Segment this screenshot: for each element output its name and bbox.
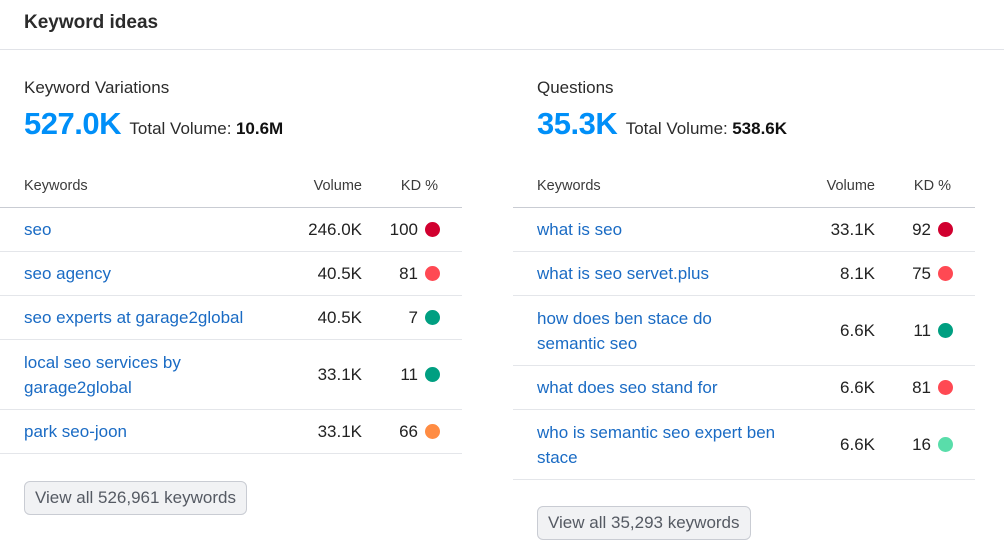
keyword-link[interactable]: what does seo stand for (537, 378, 718, 397)
keyword-link[interactable]: seo experts at garage2global (24, 308, 244, 327)
volume-value: 246.0K (308, 219, 362, 239)
kd-value: 100 (389, 219, 418, 239)
volume-value: 40.5K (317, 263, 362, 283)
view-all-keywords-button[interactable]: View all 526,961 keywords (24, 481, 247, 515)
column-header-keywords: Keywords (537, 178, 601, 194)
kd-value: 92 (912, 219, 931, 239)
table-row: seo agency 40.5K 81 (0, 252, 462, 296)
kd-value: 75 (912, 263, 931, 283)
keyword-link[interactable]: seo agency (24, 264, 111, 283)
total-volume-label: Total Volume: (625, 119, 728, 138)
volume-value: 6.6K (840, 320, 875, 340)
section-title: Keyword Variations (24, 78, 170, 97)
column-header-kd: KD % (913, 178, 951, 194)
widget-title: Keyword ideas (24, 12, 159, 33)
column-header-volume: Volume (826, 178, 875, 194)
total-volume-label: Total Volume: (129, 119, 232, 138)
keywords-table: Keywords Volume KD % seo 246.0K 100 seo … (0, 168, 462, 454)
kd-value: 11 (913, 320, 931, 340)
kd-cell: 66 (399, 422, 440, 442)
table-row: who is semantic seo expert ben stace 6.6… (513, 410, 975, 480)
volume-value: 33.1K (317, 364, 362, 384)
kd-dot-icon (425, 424, 440, 439)
kd-dot-icon (938, 222, 953, 237)
kd-dot-icon (425, 266, 440, 281)
kd-cell: 81 (399, 264, 440, 284)
keyword-link[interactable]: who is semantic seo expert ben stace (537, 422, 776, 467)
table-row: park seo-joon 33.1K 66 (0, 410, 462, 454)
metrics: 35.3K Total Volume: 538.6K (537, 106, 787, 142)
table-header: Keywords Volume KD % (513, 168, 975, 208)
kd-value: 81 (399, 263, 418, 283)
total-volume-value: 538.6K (732, 119, 788, 138)
widget-header: Keyword ideas (0, 0, 1004, 50)
kd-value: 16 (912, 434, 931, 454)
table-row: seo 246.0K 100 (0, 208, 462, 252)
table-row: what is seo servet.plus 8.1K 75 (513, 252, 975, 296)
table-row: what is seo 33.1K 92 (513, 208, 975, 252)
kd-cell: 11 (400, 365, 440, 385)
volume-value: 40.5K (317, 307, 362, 327)
keyword-link[interactable]: seo (24, 220, 52, 239)
kd-dot-icon (425, 367, 440, 382)
kd-dot-icon (938, 323, 953, 338)
column-header-volume: Volume (313, 178, 362, 194)
kd-cell: 16 (912, 435, 953, 455)
view-all-questions-button[interactable]: View all 35,293 keywords (537, 506, 751, 540)
table-row: local seo services by garage2global 33.1… (0, 340, 462, 410)
kd-dot-icon (938, 380, 953, 395)
keyword-link[interactable]: local seo services by garage2global (24, 352, 181, 397)
kd-cell: 92 (912, 220, 953, 240)
table-header: Keywords Volume KD % (0, 168, 462, 208)
keyword-link[interactable]: park seo-joon (24, 422, 128, 441)
section-title: Questions (537, 78, 614, 97)
keyword-count[interactable]: 527.0K (24, 106, 121, 141)
kd-cell: 75 (912, 264, 953, 284)
kd-value: 11 (400, 364, 418, 384)
kd-value: 81 (912, 377, 931, 397)
keyword-link[interactable]: what is seo (537, 220, 623, 239)
kd-cell: 7 (409, 308, 440, 328)
volume-value: 6.6K (840, 377, 875, 397)
table-row: what does seo stand for 6.6K 81 (513, 366, 975, 410)
keyword-link[interactable]: how does ben stace do semantic seo (537, 308, 712, 353)
kd-dot-icon (425, 222, 440, 237)
volume-value: 6.6K (840, 434, 875, 454)
kd-cell: 11 (913, 321, 953, 341)
kd-dot-icon (938, 266, 953, 281)
table-row: seo experts at garage2global 40.5K 7 (0, 296, 462, 340)
metrics: 527.0K Total Volume: 10.6M (24, 106, 283, 142)
question-count[interactable]: 35.3K (537, 106, 618, 141)
column-header-keywords: Keywords (24, 178, 88, 194)
volume-value: 33.1K (830, 219, 875, 239)
volume-value: 8.1K (840, 263, 875, 283)
kd-cell: 81 (912, 378, 953, 398)
keyword-link[interactable]: what is seo servet.plus (537, 264, 709, 283)
kd-value: 66 (399, 421, 418, 441)
table-row: how does ben stace do semantic seo 6.6K … (513, 296, 975, 366)
kd-cell: 100 (390, 220, 440, 240)
kd-dot-icon (425, 310, 440, 325)
kd-dot-icon (938, 437, 953, 452)
questions-table: Keywords Volume KD % what is seo 33.1K 9… (513, 168, 975, 480)
kd-value: 7 (408, 307, 418, 327)
total-volume-value: 10.6M (235, 119, 284, 138)
column-header-kd: KD % (400, 178, 438, 194)
volume-value: 33.1K (317, 421, 362, 441)
